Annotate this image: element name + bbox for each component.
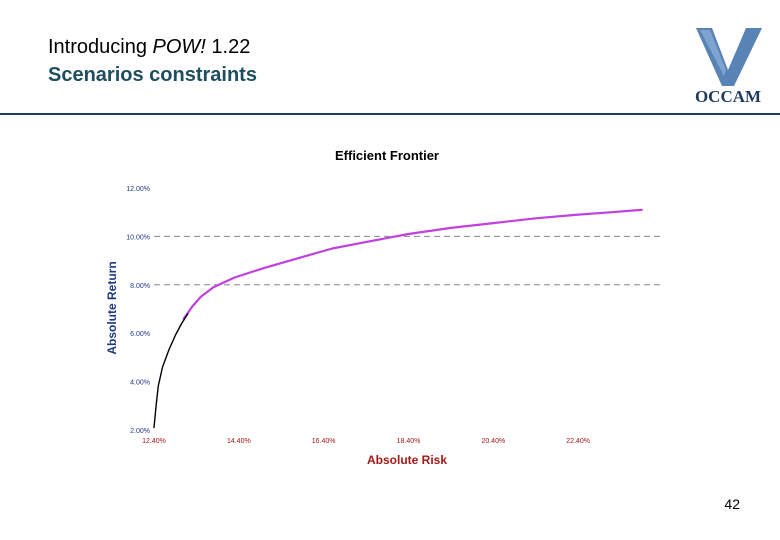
- y-axis-label: Absolute Return: [105, 261, 119, 354]
- x-tick-labels: 12.40% 14.40% 16.40% 18.40% 20.40% 22.40%: [142, 438, 590, 445]
- title-prefix: Introducing: [48, 36, 153, 58]
- efficient-frontier-chart: Efficient Frontier 2.00% 4.00% 6.00% 8.00% 1…: [105, 148, 663, 467]
- x-tick-label: 12.40%: [142, 438, 166, 445]
- frontier-line: [182, 208, 643, 320]
- x-tick-label: 22.40%: [566, 438, 590, 445]
- y-tick-label: 10.00%: [126, 234, 150, 241]
- y-tick-label: 2.00%: [130, 428, 150, 435]
- x-tick-label: 18.40%: [397, 438, 421, 445]
- slide-title: Introducing POW! 1.22: [48, 36, 250, 59]
- y-tick-label: 4.00%: [130, 380, 150, 387]
- x-tick-label: 14.40%: [227, 438, 251, 445]
- title-suffix: 1.22: [205, 36, 251, 58]
- y-tick-label: 8.00%: [130, 283, 150, 290]
- y-tick-labels: 2.00% 4.00% 6.00% 8.00% 10.00% 12.00%: [126, 186, 150, 435]
- slide-subtitle: Scenarios constraints: [48, 64, 257, 86]
- series-layer: [153, 208, 643, 429]
- logo-text: OCCAM: [695, 87, 761, 106]
- x-tick-label: 16.40%: [312, 438, 336, 445]
- y-tick-label: 6.00%: [130, 331, 150, 338]
- occam-logo: OCCAM: [695, 28, 762, 106]
- grid-layer: [154, 235, 663, 286]
- frontier-base-line: [153, 313, 189, 429]
- chart-title: Efficient Frontier: [335, 148, 439, 163]
- title-italic: POW!: [152, 36, 206, 58]
- x-tick-label: 20.40%: [481, 438, 505, 445]
- page-number: 42: [724, 496, 740, 512]
- header-rule: [0, 113, 780, 115]
- y-tick-label: 12.00%: [126, 186, 150, 193]
- x-axis-label: Absolute Risk: [367, 453, 447, 467]
